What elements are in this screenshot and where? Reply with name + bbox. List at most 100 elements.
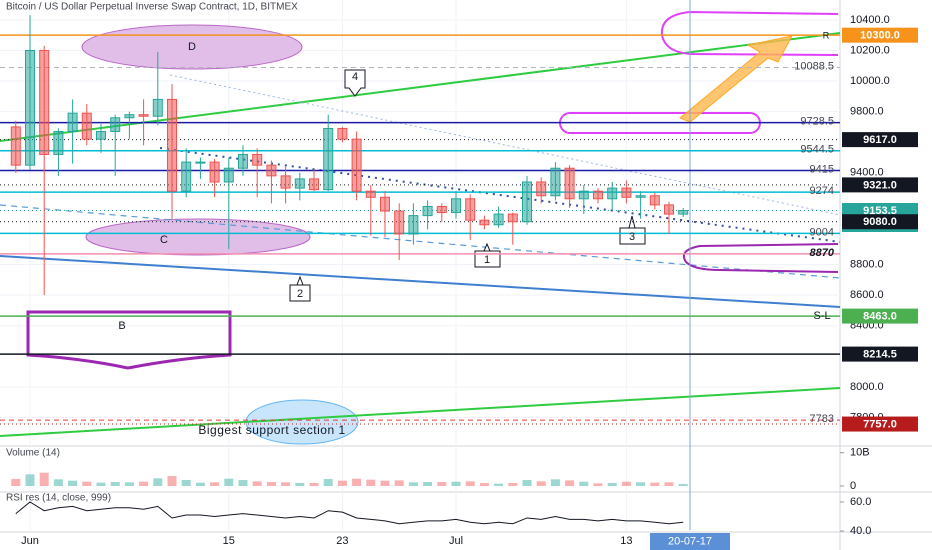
callout xyxy=(289,275,311,302)
annotation: 1 xyxy=(484,254,490,266)
candle-body xyxy=(493,213,504,226)
volume-bar xyxy=(650,482,660,486)
volume-bar xyxy=(295,483,305,486)
candle-body xyxy=(223,167,234,183)
volume-bar xyxy=(678,484,688,486)
price-badge xyxy=(842,416,918,432)
x-tick-label: 15 xyxy=(223,535,235,547)
volume-bar xyxy=(323,479,333,486)
candle-body xyxy=(337,127,348,140)
volume-bar xyxy=(337,480,347,486)
price-badge xyxy=(842,346,918,362)
x-tick-label: 23 xyxy=(336,535,348,547)
price-badge-label: 10300.0 xyxy=(860,30,900,42)
volume-bar xyxy=(579,481,589,486)
y-tick-label: 40.0 xyxy=(850,525,871,537)
candle-body xyxy=(678,209,689,215)
ellipse-d xyxy=(81,24,303,70)
crosshair-label: 20-07-17 xyxy=(668,535,712,547)
price-axis xyxy=(840,0,932,550)
trendline xyxy=(0,387,841,437)
candle-body xyxy=(138,114,149,117)
candle-body xyxy=(67,112,78,133)
price-badge-label: 7757.0 xyxy=(863,418,897,430)
ellipse-support xyxy=(245,399,359,445)
volume-bar xyxy=(565,480,575,486)
annotation: B xyxy=(118,320,125,332)
candle-body xyxy=(550,167,561,197)
y-tick-label: 9400.0 xyxy=(850,167,884,179)
price-badge xyxy=(842,27,918,43)
candle-body xyxy=(422,205,433,217)
volume-bar xyxy=(437,482,447,486)
volume-bar xyxy=(593,483,603,486)
ellipse-c xyxy=(85,218,311,256)
y-tick-label: 8000.0 xyxy=(850,381,884,393)
volume-bar xyxy=(536,481,546,486)
level-label: 10088.5 xyxy=(794,60,834,72)
pane-title: RSI res (14, close, 999) xyxy=(6,493,111,504)
candle-body xyxy=(621,187,632,198)
candle-body xyxy=(309,178,319,191)
candle-body xyxy=(323,127,334,191)
y-tick-label: 8800.0 xyxy=(850,258,884,270)
candle-body xyxy=(195,161,206,164)
volume-bar xyxy=(309,483,319,486)
volume-bar xyxy=(224,478,234,486)
annotation: 4 xyxy=(352,71,358,83)
candle-body xyxy=(451,198,461,214)
candle-body xyxy=(238,153,248,169)
volume-bar xyxy=(636,482,646,486)
volume-bar xyxy=(139,481,149,486)
volume-bar xyxy=(96,482,106,486)
annotation: C xyxy=(160,234,168,246)
volume-bar xyxy=(408,482,418,486)
candle-body xyxy=(266,164,277,177)
price-badge xyxy=(842,214,918,230)
volume-bar xyxy=(664,482,674,486)
candle-body xyxy=(181,161,192,192)
price-badge-label: 9153.5 xyxy=(863,205,897,217)
volume-bar xyxy=(522,480,532,486)
crosshair-badge xyxy=(650,533,730,550)
candle-body xyxy=(39,49,50,155)
y-tick-label: 9800.0 xyxy=(850,106,884,118)
volume-bar xyxy=(281,482,291,486)
candle-body xyxy=(96,131,106,140)
annotation: Biggest support section 1 xyxy=(198,423,345,437)
volume-bar xyxy=(53,479,63,486)
candle-body xyxy=(53,131,64,155)
candle-body xyxy=(522,181,532,223)
y-tick-label: 10B xyxy=(850,447,870,459)
price-badge-label: 9080.0 xyxy=(863,216,897,228)
volume-bar xyxy=(465,481,475,486)
level-label: 9728.5 xyxy=(800,115,834,127)
price-badge-label: 9321.0 xyxy=(863,179,897,191)
candle-body xyxy=(507,213,518,223)
candle-body xyxy=(465,198,476,221)
candle-body xyxy=(81,112,92,140)
volume-bar xyxy=(380,480,390,486)
volume-bar xyxy=(210,482,220,486)
level-label: 9004 xyxy=(810,226,834,238)
candle-body xyxy=(252,153,263,166)
volume-bar xyxy=(266,482,276,486)
volume-bar xyxy=(238,480,248,486)
volume-bar xyxy=(366,479,376,486)
y-tick-label: 10400.0 xyxy=(850,14,890,26)
y-tick-label: 60.0 xyxy=(850,496,871,508)
candle-body xyxy=(10,126,21,166)
volume-bar xyxy=(550,479,560,486)
volume-bar xyxy=(479,483,489,486)
volume-bar xyxy=(423,482,433,486)
y-tick-label: 10200.0 xyxy=(850,44,890,56)
volume-bar xyxy=(110,482,120,486)
level-label: 7783 xyxy=(810,413,834,425)
candle-body xyxy=(564,167,575,200)
price-badge-label: 8463.0 xyxy=(863,310,897,322)
candle-body xyxy=(436,205,447,214)
candle-body xyxy=(124,114,135,119)
level-label: 8870 xyxy=(810,247,835,259)
volume-bar xyxy=(195,482,205,486)
